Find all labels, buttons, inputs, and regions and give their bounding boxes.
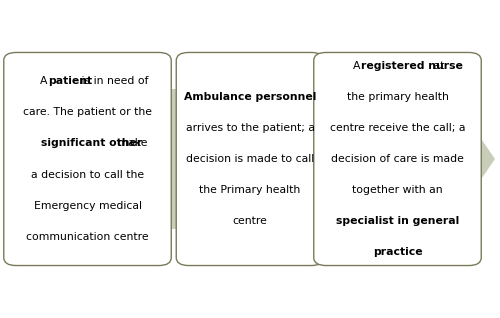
Text: communication centre: communication centre xyxy=(26,232,149,242)
Text: together with an: together with an xyxy=(352,185,443,195)
Text: make: make xyxy=(114,138,147,149)
Text: a decision to call the: a decision to call the xyxy=(31,169,144,180)
Text: registered nurse: registered nurse xyxy=(362,60,464,71)
Text: practice: practice xyxy=(372,247,422,258)
Text: centre: centre xyxy=(232,216,268,226)
Text: Ambulance personnel: Ambulance personnel xyxy=(184,92,316,102)
Polygon shape xyxy=(10,57,495,261)
Text: the primary health: the primary health xyxy=(346,92,448,102)
Text: at: at xyxy=(430,60,444,71)
Text: is in need of: is in need of xyxy=(78,76,148,86)
Text: care. The patient or the: care. The patient or the xyxy=(23,107,152,117)
Text: A: A xyxy=(354,60,364,71)
FancyBboxPatch shape xyxy=(4,52,171,266)
Text: the Primary health: the Primary health xyxy=(200,185,300,195)
Text: A: A xyxy=(40,76,51,86)
Text: decision is made to call: decision is made to call xyxy=(186,154,314,164)
Text: decision of care is made: decision of care is made xyxy=(331,154,464,164)
FancyBboxPatch shape xyxy=(176,52,324,266)
Text: arrives to the patient; a: arrives to the patient; a xyxy=(186,123,314,133)
Text: centre receive the call; a: centre receive the call; a xyxy=(330,123,465,133)
FancyBboxPatch shape xyxy=(314,52,481,266)
Text: Emergency medical: Emergency medical xyxy=(34,201,142,211)
Text: specialist in general: specialist in general xyxy=(336,216,459,226)
Text: significant other: significant other xyxy=(41,138,142,149)
Text: patient: patient xyxy=(48,76,92,86)
